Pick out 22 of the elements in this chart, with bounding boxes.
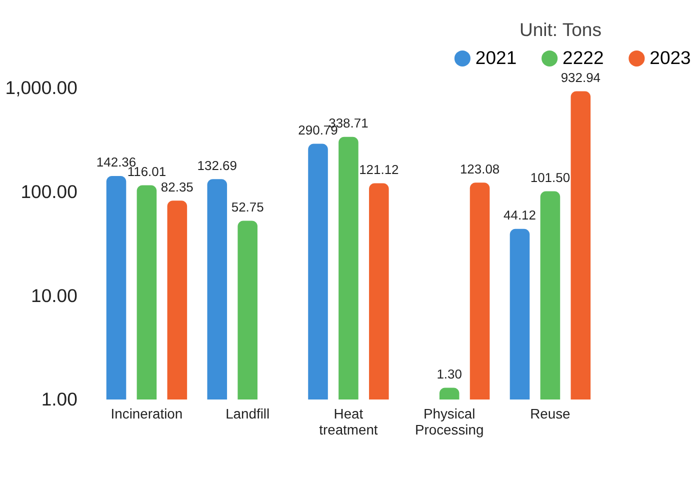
y-tick-label: 1,000.00 <box>5 77 78 98</box>
x-tick-label: Heat treatment <box>319 406 378 438</box>
data-label: 82.35 <box>160 179 194 194</box>
text: Unit: Tons <box>519 19 602 40</box>
data-label: 932.94 <box>560 70 600 85</box>
y-tick-label: 1.00 <box>41 388 78 410</box>
legend-label: 2222 <box>562 47 604 68</box>
y-tick-label: 10.00 <box>31 284 78 306</box>
x-tick-label: Reuse <box>530 406 571 422</box>
legend-label: 2023 <box>650 47 691 68</box>
data-label: 121.12 <box>359 162 399 178</box>
x-tick-label: Physical Processing <box>414 406 484 438</box>
legend-label: 2021 <box>475 47 517 68</box>
y-tick-label: 100.00 <box>20 180 78 202</box>
data-label: 123.08 <box>460 161 500 176</box>
data-label: 44.12 <box>504 208 536 223</box>
data-label: 101.50 <box>530 170 570 185</box>
data-label: 1.30 <box>436 366 462 382</box>
data-label: 132.69 <box>197 158 237 173</box>
x-tick-label: Incineration <box>110 406 183 422</box>
x-tick-label: Landfill <box>226 406 270 422</box>
data-label: 52.75 <box>231 199 264 214</box>
